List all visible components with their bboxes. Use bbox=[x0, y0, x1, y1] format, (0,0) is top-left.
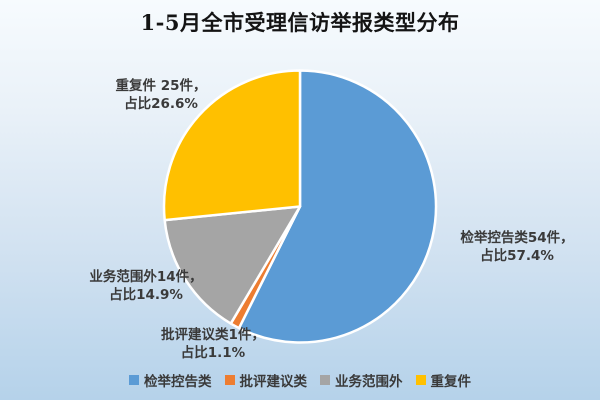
chart-legend: 检举控告类 批评建议类 业务范围外 重复件 bbox=[0, 370, 600, 390]
label-repeat-line2: 占比26.6% bbox=[124, 96, 198, 112]
legend-swatch-criticism bbox=[224, 375, 235, 385]
label-criticism-line2: 占比1.1% bbox=[180, 345, 246, 361]
legend-swatch-outside-scope bbox=[320, 375, 330, 385]
pie-slice-重复件[interactable] bbox=[162, 69, 302, 222]
chart-title: 1-5月全市受理信访举报类型分布 bbox=[140, 10, 460, 35]
legend-item-accusation[interactable]: 检举控告类 bbox=[129, 370, 212, 390]
label-outside-scope-slice: 业务范围外14件， 占比14.9% bbox=[61, 268, 231, 304]
pie-slice-业务范围外[interactable] bbox=[163, 205, 302, 325]
label-criticism-line1: 批评建议类1件， bbox=[161, 327, 265, 343]
pie-slice-检举控告类[interactable] bbox=[237, 69, 438, 344]
legend-swatch-repeat bbox=[415, 375, 426, 385]
label-outside-scope-line1: 业务范围外14件， bbox=[89, 269, 203, 285]
legend-item-repeat[interactable]: 重复件 bbox=[415, 370, 472, 390]
label-outside-scope-line2: 占比14.9% bbox=[109, 287, 183, 303]
label-criticism-slice: 批评建议类1件， 占比1.1% bbox=[128, 326, 298, 362]
label-repeat-slice: 重复件 25件， 占比26.6% bbox=[76, 77, 246, 113]
label-accusation-line2: 占比57.4% bbox=[480, 248, 554, 264]
label-repeat-line1: 重复件 25件， bbox=[115, 78, 207, 94]
label-accusation-slice: 检举控告类54件， 占比57.4% bbox=[432, 229, 600, 265]
legend-item-criticism[interactable]: 批评建议类 bbox=[224, 370, 308, 390]
legend-label-outside-scope: 业务范围外 bbox=[335, 374, 403, 390]
legend-label-criticism: 批评建议类 bbox=[239, 374, 308, 390]
legend-label-repeat: 重复件 bbox=[430, 374, 472, 390]
legend-item-outside-scope[interactable]: 业务范围外 bbox=[320, 370, 403, 390]
legend-label-accusation: 检举控告类 bbox=[144, 374, 212, 390]
label-accusation-line1: 检举控告类54件， bbox=[460, 230, 574, 246]
legend-swatch-accusation bbox=[129, 375, 139, 385]
